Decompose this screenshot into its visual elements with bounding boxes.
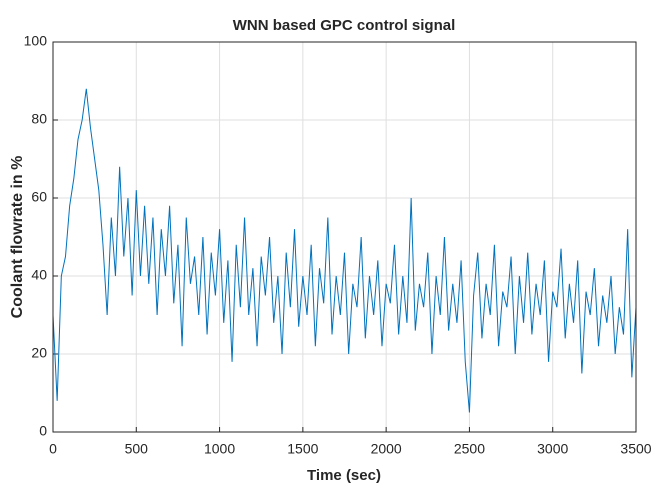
y-axis-label: Coolant flowrate in % bbox=[9, 156, 26, 319]
x-tick-label: 1500 bbox=[287, 441, 318, 457]
plot-frame bbox=[52, 41, 637, 433]
x-tick-label: 3000 bbox=[537, 441, 568, 457]
x-tick-label: 3500 bbox=[620, 441, 651, 457]
x-axis-label: Time (sec) bbox=[307, 467, 381, 484]
y-tick-label: 60 bbox=[31, 189, 47, 205]
y-tick-label: 20 bbox=[31, 345, 47, 361]
y-tick-label: 80 bbox=[31, 111, 47, 127]
x-tick-label: 1000 bbox=[204, 441, 235, 457]
x-tick-label: 500 bbox=[125, 441, 149, 457]
y-tick-label: 40 bbox=[31, 267, 47, 283]
y-tick-label: 100 bbox=[24, 33, 48, 49]
chart-title: WNN based GPC control signal bbox=[233, 17, 456, 34]
x-tick-label: 0 bbox=[49, 441, 57, 457]
data-line bbox=[52, 88, 637, 413]
x-tick-label: 2000 bbox=[371, 441, 402, 457]
y-tick-label: 0 bbox=[39, 423, 47, 439]
x-tick-label: 2500 bbox=[454, 441, 485, 457]
